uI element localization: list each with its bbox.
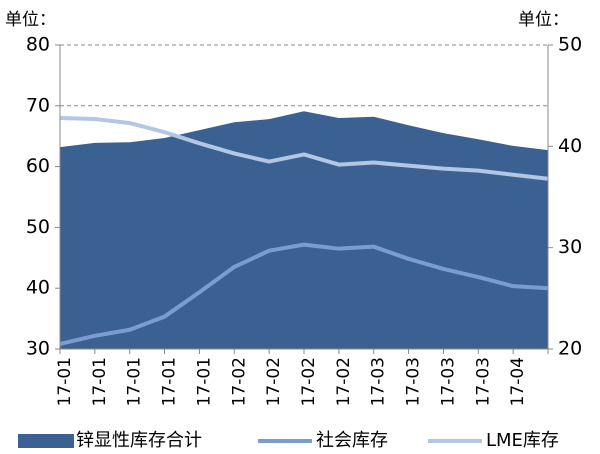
y-tick-label: 50 (26, 216, 50, 238)
y2-unit-label: 单位： (518, 10, 569, 30)
legend-label: LME库存 (486, 430, 559, 451)
x-tick-label: 17-01 (160, 357, 180, 406)
x-tick-label: 17-01 (125, 357, 145, 406)
x-tick-label: 17-02 (229, 357, 249, 406)
x-tick-label: 17-01 (90, 357, 110, 406)
y-unit-label: 单位： (5, 10, 56, 30)
x-tick-label: 17-01 (55, 357, 75, 406)
y-tick-label: 30 (26, 338, 50, 360)
line (59, 115, 549, 181)
x-tick-label: 17-03 (369, 357, 389, 406)
y-tick-label: 40 (26, 277, 50, 299)
y2-tick-label: 20 (558, 338, 582, 360)
x-tick-label: 17-02 (264, 357, 284, 406)
x-tick-label: 17-04 (508, 357, 528, 406)
y2-tick-label: 40 (558, 135, 582, 157)
legend-label: 锌显性库存合计 (76, 430, 202, 451)
x-tick-label: 17-03 (473, 357, 493, 406)
y-tick-label: 70 (26, 94, 50, 116)
y2-tick-label: 30 (558, 236, 582, 258)
legend-label: 社会库存 (316, 430, 388, 451)
legend-swatch (18, 434, 74, 448)
x-tick-label: 17-03 (438, 357, 458, 406)
y-tick-label: 80 (26, 34, 50, 56)
line (59, 242, 549, 346)
x-tick-label: 17-03 (404, 357, 424, 406)
x-tick-label: 17-01 (194, 357, 214, 406)
x-tick-label: 17-02 (299, 357, 319, 406)
y-tick-label: 60 (26, 155, 50, 177)
area (60, 111, 548, 349)
x-tick-label: 17-02 (334, 357, 354, 406)
y2-tick-label: 50 (558, 34, 582, 56)
